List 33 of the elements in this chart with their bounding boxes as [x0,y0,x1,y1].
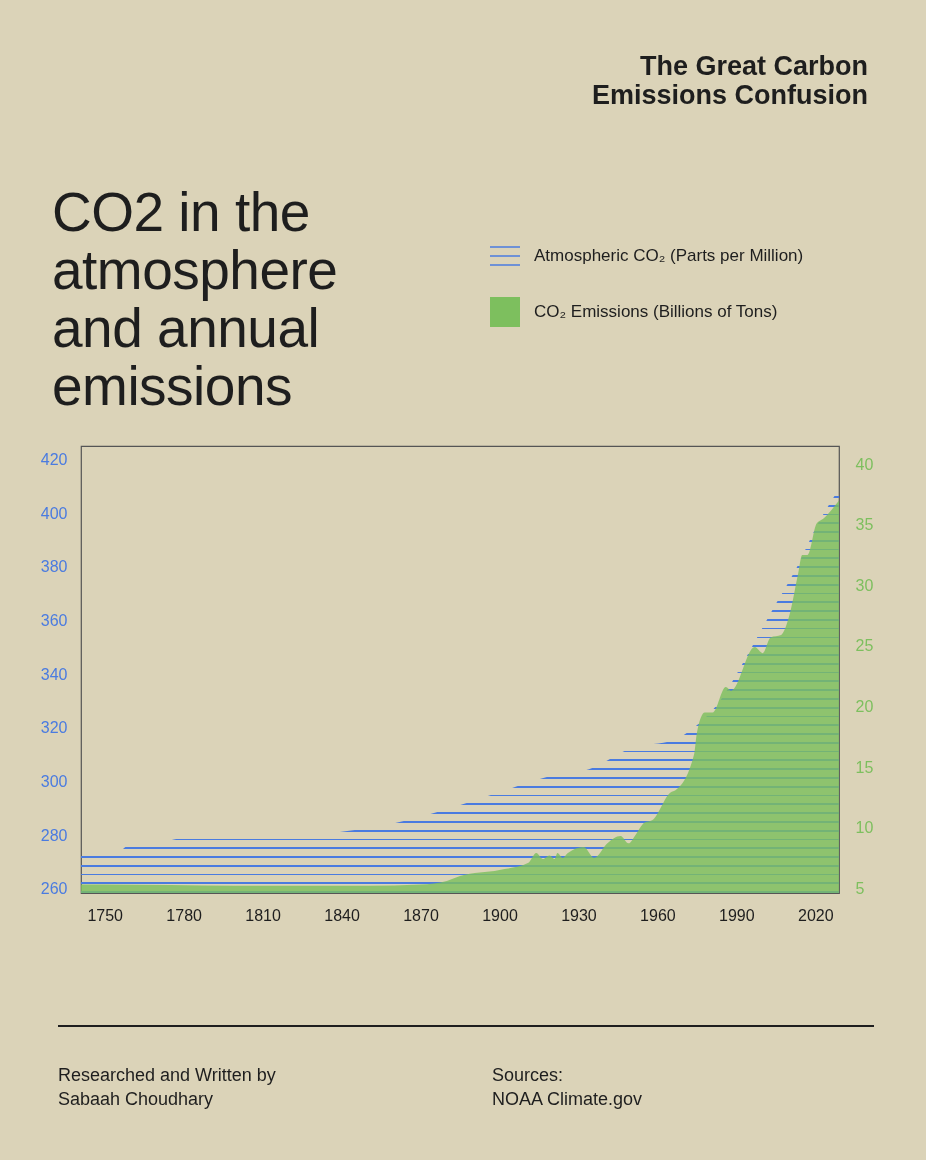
y2-tick-label: 35 [855,516,874,534]
y-tick-label: 300 [40,773,68,791]
y-tick-label: 360 [40,612,68,629]
y-tick-label: 320 [40,719,68,737]
legend-label: Atmospheric CO₂ (Parts per Million) [534,246,804,266]
text: Researched and Written by Sabaah Choudhary [58,1064,276,1111]
y2-tick-label: 30 [855,576,874,594]
y2-tick-label: 20 [855,697,874,715]
x-tick-label: 1780 [166,906,203,924]
y2-tick-label: 40 [855,455,874,473]
x-tick-label: 1750 [87,906,124,924]
y2-tick-label: 5 [855,879,865,897]
legend-label: CO₂ Emissions (Billions of Tons) [534,302,778,322]
x-tick-label: 1960 [640,906,676,924]
source-note: Sources: NOAA Climate.gov [492,1064,643,1111]
x-tick-label: 2020 [798,906,834,924]
y2-tick-label: 15 [855,758,874,776]
x-tick-label: 1990 [719,906,755,924]
x-tick-label: 1840 [324,906,360,924]
y2-tick-label: 25 [855,637,874,655]
chart-subtitle: The Great Carbon Emissions Confusion [590,51,868,110]
y-tick-label: 380 [40,558,68,576]
y-tick-label: 400 [40,504,68,522]
x-tick-label: 1900 [482,906,518,924]
y-tick-label: 340 [40,665,68,683]
y-tick-label: 260 [40,880,68,898]
x-tick-label: 1930 [561,906,597,924]
chart-title: CO2 in the atmosphere and annual emissions [52,181,339,417]
y-tick-label: 280 [40,826,68,844]
y2-tick-label: 10 [855,819,874,837]
x-tick-label: 1870 [403,906,439,924]
y-tick-label: 420 [40,450,68,468]
x-tick-label: 1810 [245,906,281,924]
